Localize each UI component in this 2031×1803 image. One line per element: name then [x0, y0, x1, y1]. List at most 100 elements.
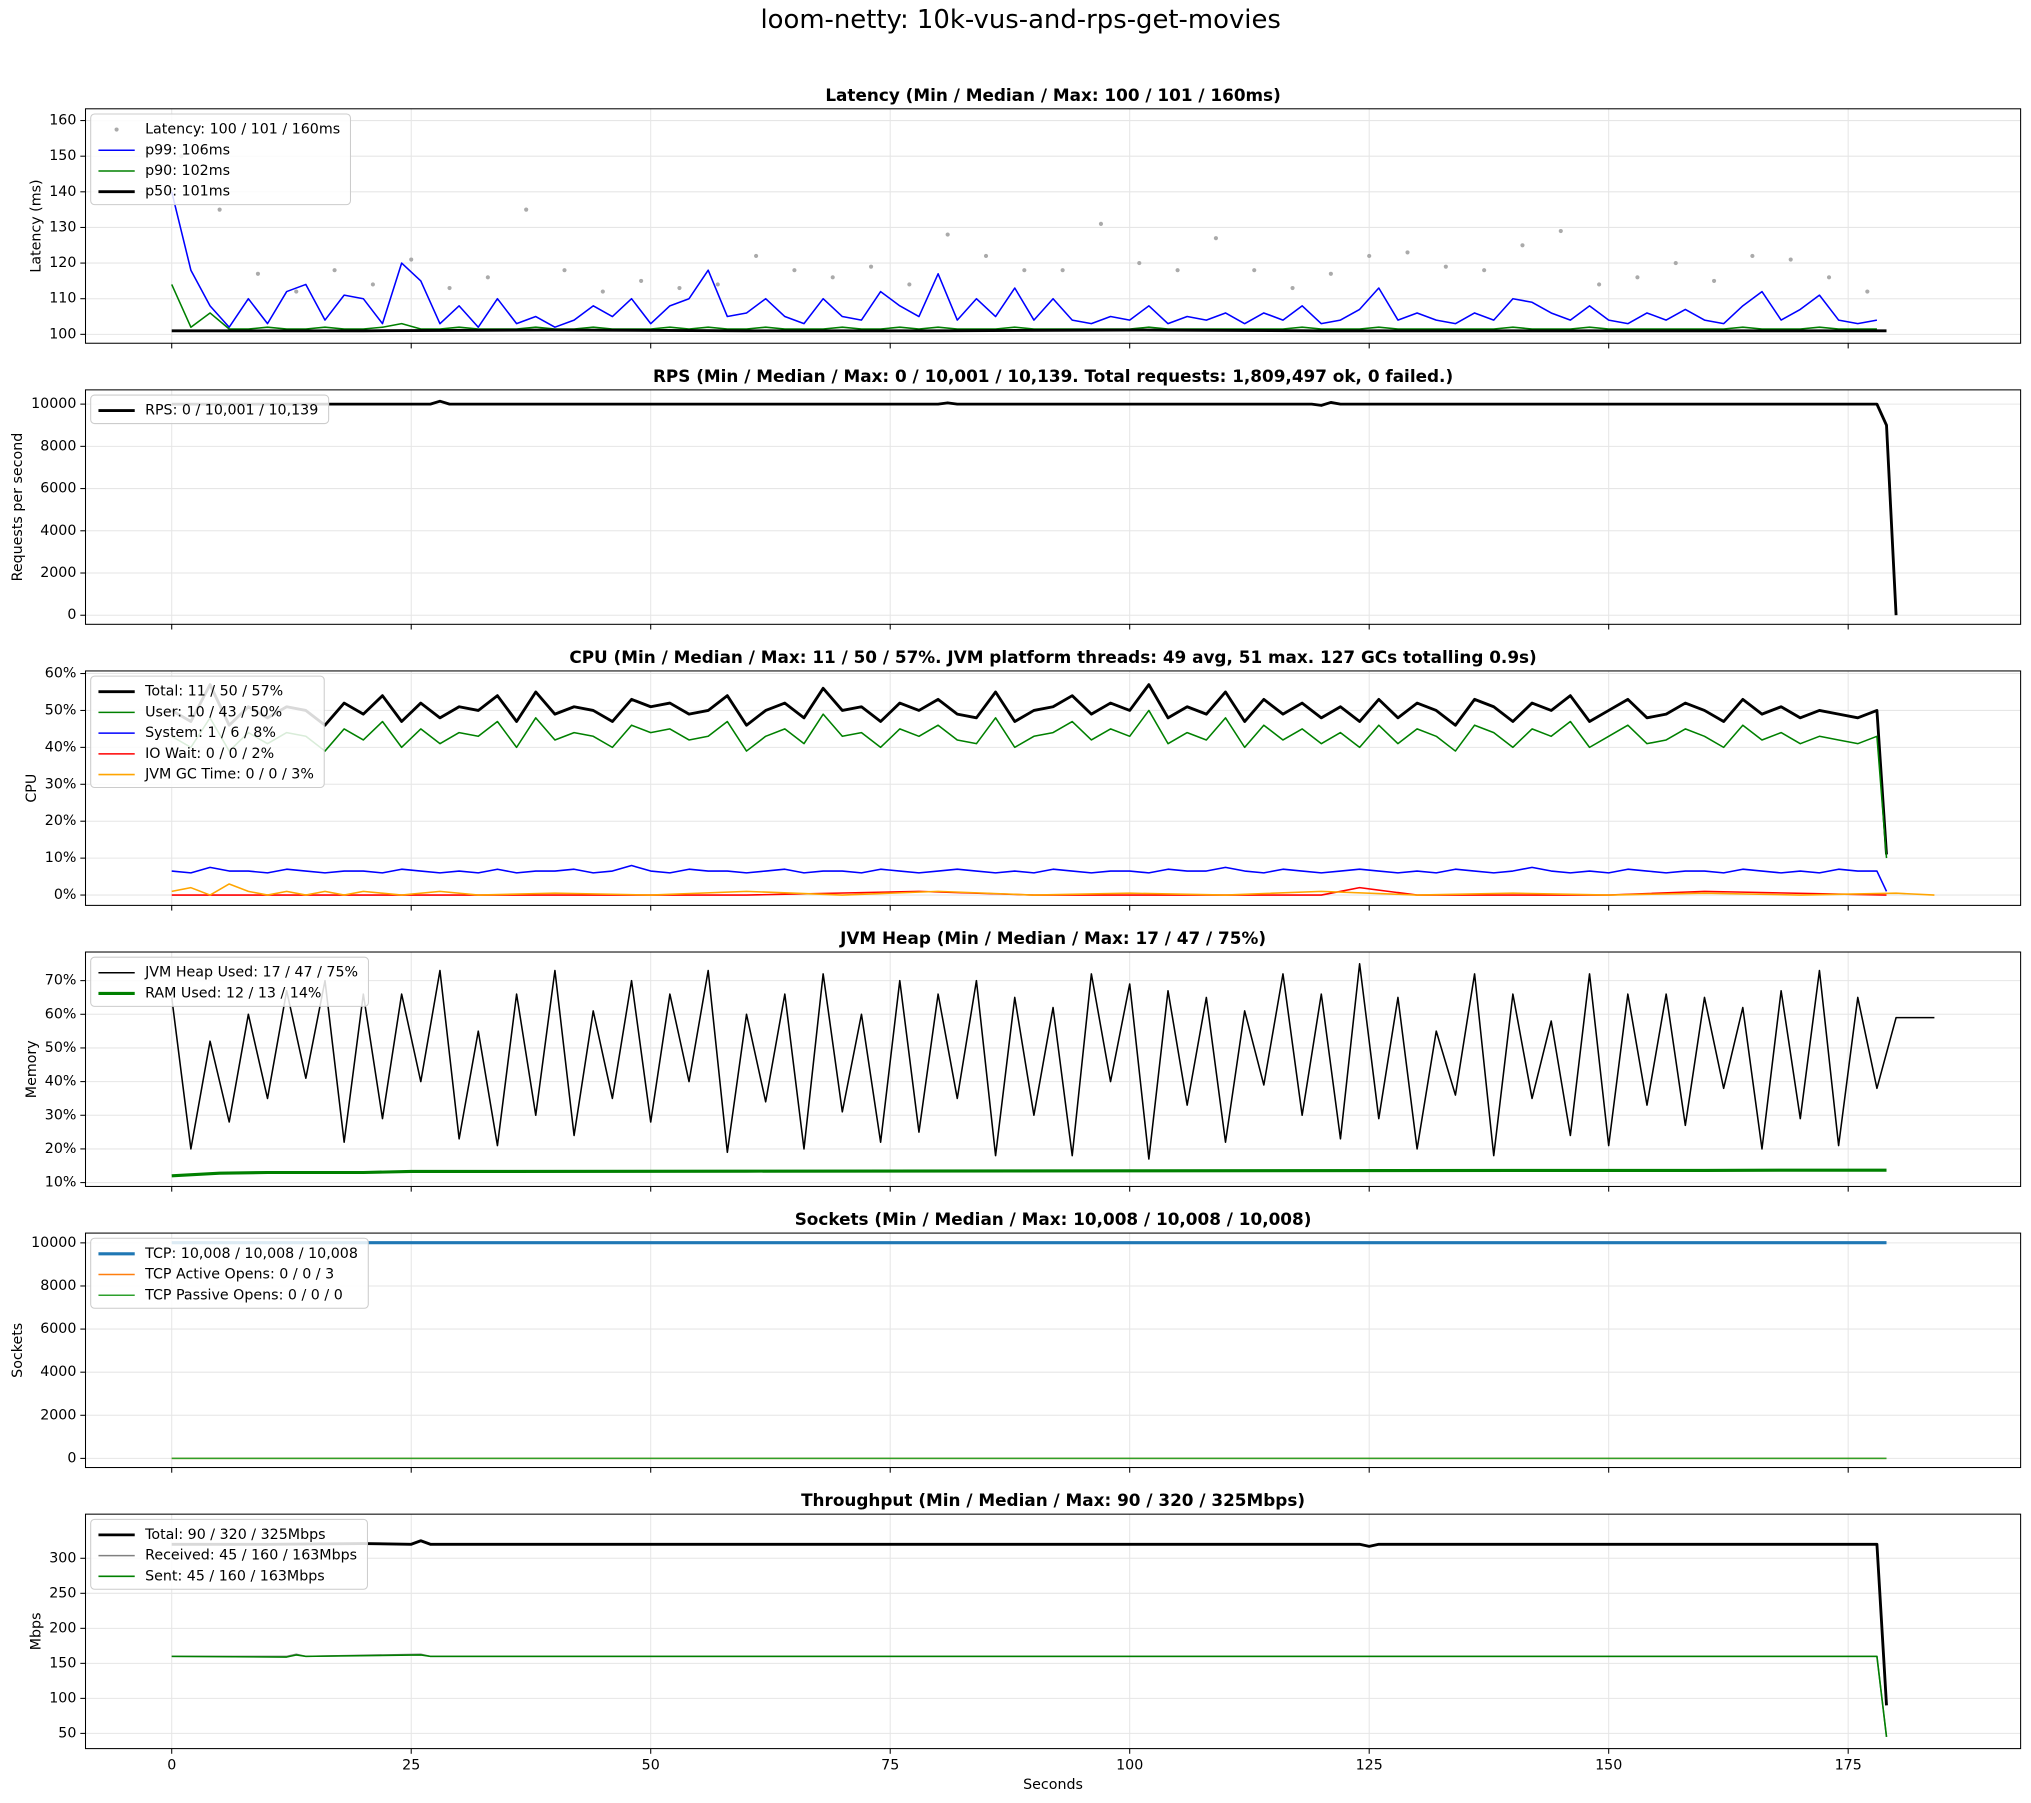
- chart-title: RPS (Min / Median / Max: 0 / 10,001 / 10…: [653, 366, 1453, 386]
- y-axis-label: Requests per second: [10, 433, 26, 582]
- plot-area: [170, 154, 1887, 333]
- axes-frame: [84, 670, 2022, 906]
- x-tick-label: 175: [1835, 1757, 1862, 1773]
- x-tick-label: 100: [1116, 1757, 1143, 1773]
- series-line: [171, 709, 1888, 859]
- series-line: [171, 683, 1888, 855]
- plot-area: [171, 1539, 1888, 1737]
- y-tick-label: 10000: [31, 1235, 76, 1251]
- point: [1635, 275, 1640, 280]
- axes-frame: [84, 1513, 2022, 1750]
- y-tick-label: 40%: [45, 1074, 77, 1090]
- legend: Latency: 100 / 101 / 160ms p99: 106ms p90:…: [90, 113, 351, 206]
- y-tick-label: 20%: [45, 813, 77, 829]
- y-tick-label: 50%: [45, 702, 77, 718]
- legend-label: TCP Active Opens: 0 / 0 / 3: [144, 1267, 334, 1283]
- point: [1367, 253, 1372, 259]
- y-tick-label: 0: [67, 1450, 76, 1466]
- legend: Total: 90 / 320 / 325Mbps Received: 45 / …: [90, 1518, 368, 1590]
- y-tick-label: 130: [49, 219, 76, 235]
- point: [945, 232, 950, 237]
- axes-frame: [84, 108, 2022, 344]
- y-tick-label: 120: [49, 255, 76, 271]
- point: [1520, 243, 1525, 248]
- point: [1443, 264, 1448, 269]
- point: [1175, 268, 1180, 273]
- point: [1673, 261, 1678, 266]
- legend-label: TCP Passive Opens: 0 / 0 / 0: [144, 1287, 343, 1303]
- y-axis-label: Memory: [24, 1040, 40, 1098]
- point: [677, 285, 682, 291]
- y-tick-label: 4000: [40, 523, 76, 539]
- series-line: [170, 191, 1878, 328]
- y-tick-label: 20%: [45, 1141, 77, 1157]
- series-line: [171, 1168, 1887, 1178]
- plot-area: [171, 1241, 1887, 1460]
- point: [792, 268, 797, 273]
- legend-box: [90, 113, 351, 206]
- plot-area: [171, 399, 1898, 616]
- x-tick-label: 25: [402, 1757, 420, 1773]
- x-tick-label: 125: [1356, 1757, 1383, 1773]
- y-tick-label: 100: [49, 326, 76, 342]
- legend-label: TCP: 10,008 / 10,008 / 10,008: [144, 1246, 358, 1262]
- point: [1826, 275, 1832, 280]
- y-tick-label: 10000: [31, 396, 76, 412]
- y-tick-label: 10%: [45, 1175, 77, 1191]
- y-tick-label: 50%: [45, 1040, 77, 1056]
- point: [639, 278, 644, 283]
- point: [1137, 261, 1142, 266]
- point: [1060, 268, 1065, 273]
- chart-title: JVM Heap (Min / Median / Max: 17 / 47 / …: [839, 928, 1266, 948]
- point: [294, 289, 299, 294]
- point: [447, 285, 452, 291]
- legend-box: [90, 956, 369, 1007]
- y-tick-label: 2000: [40, 565, 76, 581]
- point: [485, 275, 490, 280]
- legend-label: RAM Used: 12 / 13 / 14%: [145, 985, 321, 1001]
- y-axis-label: Mbps: [28, 1612, 44, 1650]
- point: [715, 282, 720, 287]
- point: [1865, 289, 1870, 294]
- y-axis-label: Sockets: [10, 1323, 26, 1378]
- y-tick-label: 0%: [54, 887, 77, 903]
- point: [1750, 253, 1755, 259]
- legend-box: [90, 675, 325, 789]
- point: [1405, 250, 1410, 255]
- point: [370, 282, 375, 287]
- point: [907, 282, 912, 287]
- point: [1711, 278, 1717, 283]
- series-line: [171, 883, 1935, 896]
- y-tick-label: 40%: [45, 739, 77, 755]
- point: [255, 271, 261, 276]
- point: [1290, 285, 1295, 291]
- legend-label: Received: 45 / 160 / 163Mbps: [145, 1548, 357, 1564]
- point: [217, 207, 222, 212]
- legend-label: JVM Heap Used: 17 / 47 / 75%: [144, 965, 358, 981]
- point: [1328, 271, 1333, 276]
- legend-label: p99: 106ms: [145, 142, 230, 158]
- legend: Total: 11 / 50 / 57% User: 10 / 43 / 50% S…: [90, 675, 325, 789]
- legend-box: [90, 1518, 368, 1590]
- legend-label: JVM GC Time: 0 / 0 / 3%: [144, 767, 314, 783]
- y-tick-label: 110: [49, 291, 76, 307]
- chart-title: Latency (Min / Median / Max: 100 / 101 /…: [825, 85, 1280, 105]
- y-tick-label: 6000: [40, 481, 76, 497]
- point: [332, 268, 337, 273]
- legend-label: p50: 101ms: [145, 184, 230, 200]
- legend-label: Total: 11 / 50 / 57%: [144, 684, 283, 700]
- y-tick-label: 150: [49, 1655, 76, 1671]
- chart-title: CPU (Min / Median / Max: 11 / 50 / 57%. …: [569, 647, 1536, 667]
- point: [1098, 221, 1104, 226]
- y-tick-label: 140: [49, 184, 76, 200]
- point: [830, 275, 835, 280]
- y-tick-label: 8000: [40, 1278, 76, 1294]
- x-tick-label: 0: [167, 1757, 176, 1773]
- y-axis-label: CPU: [24, 774, 40, 803]
- x-tick-label: 150: [1595, 1757, 1622, 1773]
- y-tick-label: 2000: [40, 1407, 76, 1423]
- series-line: [171, 328, 1887, 333]
- point: [1558, 228, 1563, 234]
- legend-label: User: 10 / 43 / 50%: [145, 704, 282, 720]
